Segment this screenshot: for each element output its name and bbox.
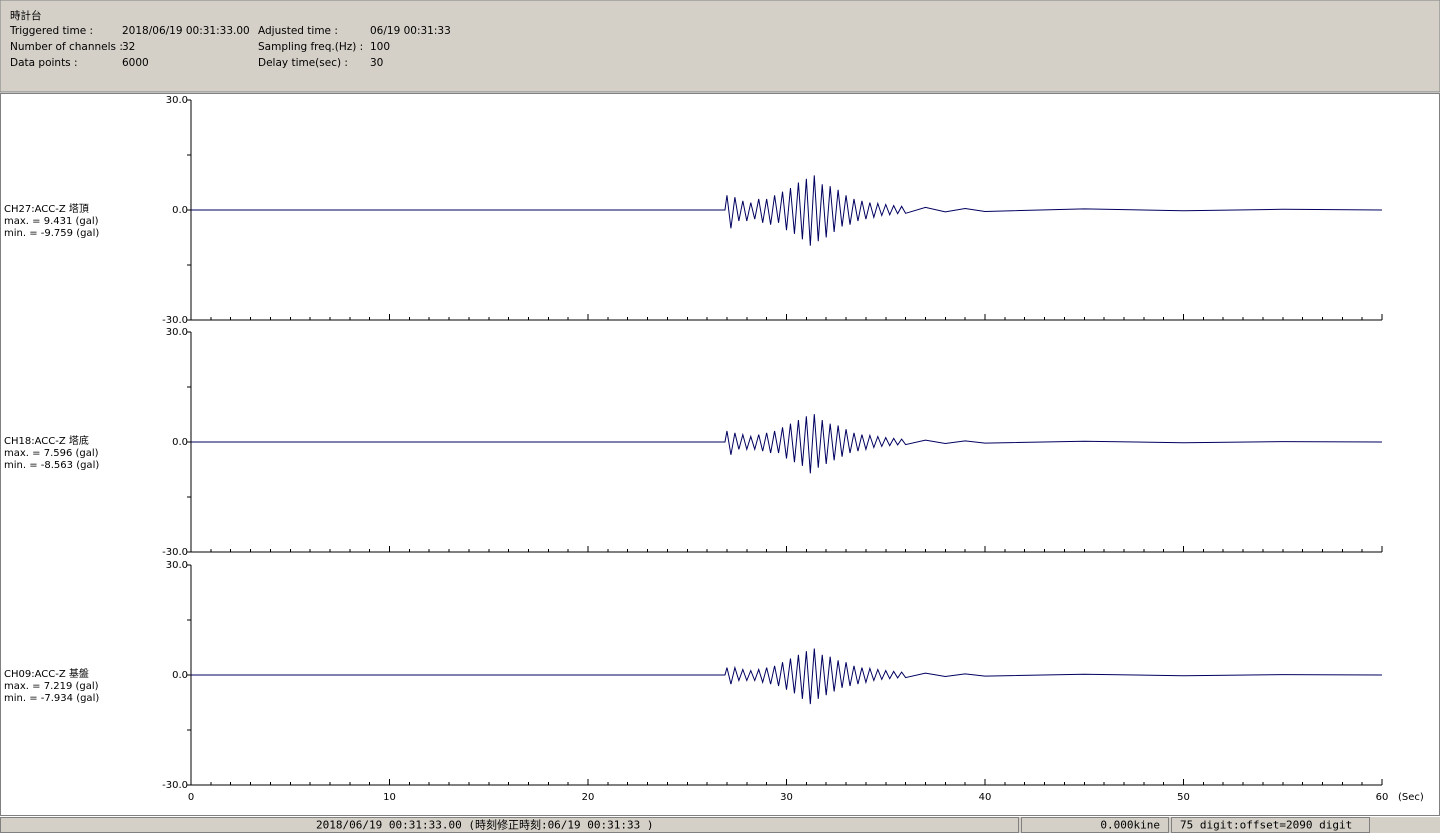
field-label: Number of channels : — [10, 41, 123, 53]
y-tick-label: 0.0 — [172, 670, 188, 681]
channel-name: CH09:ACC-Z 基盤 — [4, 667, 89, 680]
plot-panel — [0, 93, 1440, 816]
y-tick-label: 30.0 — [166, 95, 188, 106]
waveform — [191, 648, 1383, 705]
field-value: 06/19 00:31:33 — [370, 25, 451, 37]
channel-min: min. = -8.563 (gal) — [4, 460, 99, 471]
field-label: Sampling freq.(Hz) : — [258, 41, 363, 53]
field-value: 100 — [370, 41, 390, 53]
field-value: 2018/06/19 00:31:33.00 — [122, 25, 250, 37]
x-tick-label: 20 — [582, 792, 595, 803]
field-label: Delay time(sec) : — [258, 57, 348, 69]
status-time: 2018/06/19 00:31:33.00 (時刻修正時刻:06/19 00:… — [316, 818, 654, 832]
channel-max: max. = 7.596 (gal) — [4, 448, 99, 459]
y-tick-label: 30.0 — [166, 327, 188, 338]
y-tick-label: 0.0 — [172, 205, 188, 216]
x-tick-label: 30 — [780, 792, 793, 803]
y-tick-label: 30.0 — [166, 560, 188, 571]
channel-min: min. = -9.759 (gal) — [4, 228, 99, 239]
channel-max: max. = 7.219 (gal) — [4, 681, 99, 692]
channel-min: min. = -7.934 (gal) — [4, 693, 99, 704]
x-tick-label: 50 — [1177, 792, 1190, 803]
waveform — [191, 414, 1383, 474]
field-label: Adjusted time : — [258, 25, 338, 37]
field-label: Data points : — [10, 57, 78, 69]
y-tick-label: -30.0 — [162, 547, 188, 558]
x-tick-label: 0 — [188, 792, 194, 803]
waveform — [191, 175, 1383, 246]
x-tick-label: 60 — [1376, 792, 1389, 803]
channel-name: CH18:ACC-Z 塔底 — [4, 434, 89, 447]
x-tick-label: 40 — [979, 792, 992, 803]
status-offset: 75 digit:offset=2090 digit — [1180, 819, 1352, 832]
x-tick-label: 10 — [383, 792, 396, 803]
header-panel — [0, 0, 1440, 93]
status-velocity: 0.000kine — [1100, 819, 1160, 832]
channel-name: CH27:ACC-Z 塔頂 — [4, 202, 89, 215]
status-bar — [0, 817, 1440, 833]
station-title: 時計台 — [10, 9, 42, 22]
channel-max: max. = 9.431 (gal) — [4, 216, 99, 227]
field-value: 32 — [122, 41, 135, 53]
y-tick-label: -30.0 — [162, 315, 188, 326]
y-tick-label: 0.0 — [172, 437, 188, 448]
field-value: 6000 — [122, 57, 149, 69]
field-value: 30 — [370, 57, 383, 69]
field-label: Triggered time : — [9, 25, 93, 37]
y-tick-label: -30.0 — [162, 780, 188, 791]
x-axis-label: (Sec) — [1398, 792, 1424, 803]
